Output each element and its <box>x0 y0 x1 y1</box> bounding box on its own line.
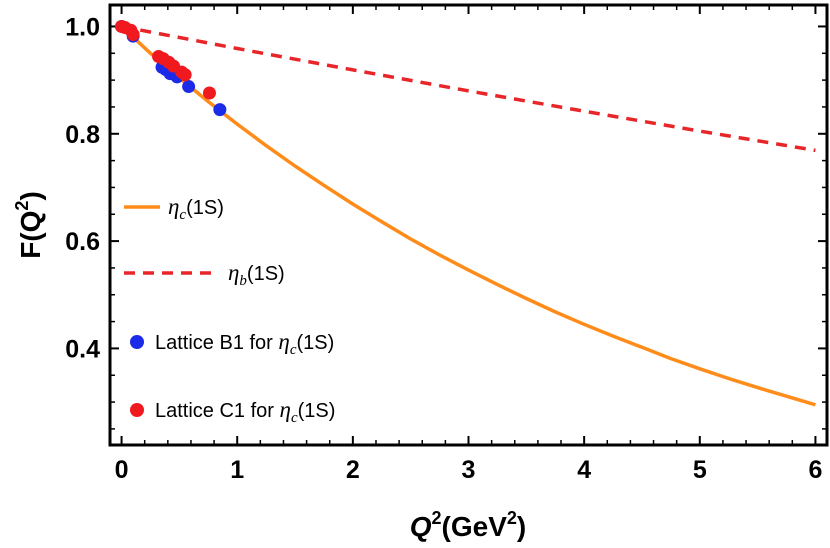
data-point-lattice_c1 <box>126 28 140 42</box>
y-tick-label: 0.6 <box>65 228 100 256</box>
data-point-lattice_b1 <box>182 80 196 94</box>
y-tick-label: 0.4 <box>65 335 100 363</box>
legend-symbol: η <box>228 260 239 285</box>
legend-tail: (1S) <box>247 263 285 285</box>
y-tick-label: 1.0 <box>65 13 100 41</box>
data-point-lattice_c1 <box>202 86 216 100</box>
x-tick-label: 5 <box>693 456 707 484</box>
x-axis-label-base: Q <box>410 511 432 542</box>
legend-swatch-lattice_b1 <box>130 335 144 349</box>
legend-subscript: c <box>290 342 297 358</box>
y-axis-label-sup: 2 <box>12 201 32 211</box>
series-layer <box>115 19 816 407</box>
legend-symbol: η <box>168 194 179 219</box>
series-line-eta_b <box>121 24 816 153</box>
legend-text-part: Lattice C1 for <box>155 400 280 422</box>
x-axis-label-sup: 2 <box>432 508 442 528</box>
legend-tail: (1S) <box>298 400 336 422</box>
legend-subscript: c <box>291 410 298 426</box>
legend-label-eta_b: ηb(1S) <box>228 260 285 289</box>
legend-symbol: η <box>280 397 291 422</box>
x-axis-label: Q2(GeV2) <box>410 508 527 542</box>
y-axis-label-prefix: F(Q <box>15 211 46 259</box>
x-tick-label: 1 <box>230 456 244 484</box>
x-tick-label: 4 <box>577 456 591 484</box>
y-tick-label: 0.8 <box>65 121 100 149</box>
legend-label-lattice_c1: Lattice C1 for ηc(1S) <box>155 397 335 426</box>
legend-tail: (1S) <box>186 197 224 219</box>
legend-symbol: η <box>278 329 289 354</box>
legend-label-lattice_b1: Lattice B1 for ηc(1S) <box>155 329 334 358</box>
legend-subscript: c <box>179 207 186 223</box>
y-axis-label-suffix: ) <box>15 191 46 200</box>
axis-ticks <box>110 5 827 445</box>
axis-tick-labels: 0 1 2 3 4 5 6 0.4 0.6 0.8 1.0 <box>65 13 822 484</box>
x-axis-label-close: ) <box>517 511 526 542</box>
x-axis-label-unit: (GeV <box>442 511 508 542</box>
x-tick-label: 2 <box>346 456 360 484</box>
data-point-lattice_b1 <box>213 103 227 117</box>
legend-subscript: b <box>239 273 247 289</box>
legend-label-eta_c: ηc(1S) <box>168 194 224 223</box>
legend-swatch-lattice_c1 <box>130 403 144 417</box>
x-axis-label-unit-sup: 2 <box>507 508 517 528</box>
x-tick-label: 0 <box>115 456 129 484</box>
data-point-lattice_c1 <box>178 68 192 82</box>
series-line-eta_c <box>120 25 816 407</box>
x-tick-label: 3 <box>462 456 476 484</box>
legend-text-part: Lattice B1 for <box>155 332 278 354</box>
x-tick-label: 6 <box>808 456 822 484</box>
legend: ηc(1S)ηb(1S)Lattice B1 for ηc(1S)Lattice… <box>124 194 335 426</box>
plot-frame <box>108 3 829 447</box>
legend-tail: (1S) <box>297 332 335 354</box>
y-axis-label: F(Q2) <box>12 191 46 259</box>
